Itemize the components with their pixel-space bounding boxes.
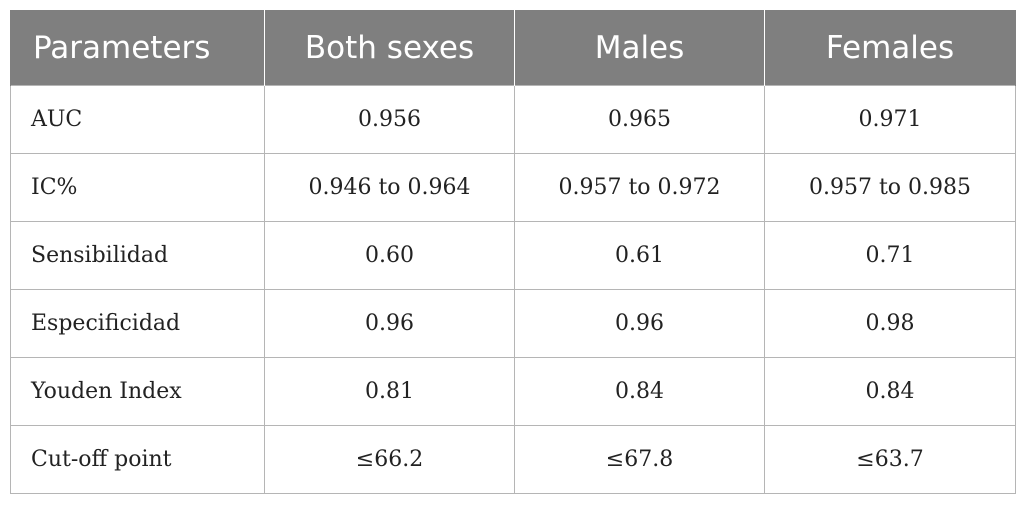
results-table-container: Parameters Both sexes Males Females AUC … — [10, 10, 1016, 500]
cell-both-sexes: 0.96 — [264, 289, 515, 358]
cell-females: ≤63.7 — [764, 425, 1016, 494]
results-table: Parameters Both sexes Males Females AUC … — [10, 10, 1016, 494]
cell-females: 0.71 — [764, 221, 1016, 290]
cell-males: 0.957 to 0.972 — [514, 153, 765, 222]
header-males: Males — [514, 10, 765, 86]
row-label: Sensibilidad — [10, 221, 265, 290]
row-label: Youden Index — [10, 357, 265, 426]
cell-males: 0.84 — [514, 357, 765, 426]
cell-both-sexes: 0.60 — [264, 221, 515, 290]
table-row: Cut-off point ≤66.2 ≤67.8 ≤63.7 — [10, 425, 1016, 494]
cell-males: ≤67.8 — [514, 425, 765, 494]
header-females: Females — [764, 10, 1016, 86]
table-row: Especificidad 0.96 0.96 0.98 — [10, 289, 1016, 358]
table-row: Youden Index 0.81 0.84 0.84 — [10, 357, 1016, 426]
header-row: Parameters Both sexes Males Females — [10, 10, 1016, 86]
header-both-sexes: Both sexes — [264, 10, 515, 86]
table-row: IC% 0.946 to 0.964 0.957 to 0.972 0.957 … — [10, 153, 1016, 222]
table-row: Sensibilidad 0.60 0.61 0.71 — [10, 221, 1016, 290]
cell-both-sexes: ≤66.2 — [264, 425, 515, 494]
row-label: Especificidad — [10, 289, 265, 358]
row-label: Cut-off point — [10, 425, 265, 494]
cell-males: 0.96 — [514, 289, 765, 358]
cell-females: 0.98 — [764, 289, 1016, 358]
cell-males: 0.61 — [514, 221, 765, 290]
row-label: AUC — [10, 85, 265, 154]
cell-males: 0.965 — [514, 85, 765, 154]
cell-females: 0.957 to 0.985 — [764, 153, 1016, 222]
header-parameters: Parameters — [10, 10, 265, 86]
cell-both-sexes: 0.956 — [264, 85, 515, 154]
cell-both-sexes: 0.946 to 0.964 — [264, 153, 515, 222]
table-body: AUC 0.956 0.965 0.971 IC% 0.946 to 0.964… — [10, 85, 1016, 494]
row-label: IC% — [10, 153, 265, 222]
table-row: AUC 0.956 0.965 0.971 — [10, 85, 1016, 154]
cell-females: 0.971 — [764, 85, 1016, 154]
cell-both-sexes: 0.81 — [264, 357, 515, 426]
table-header: Parameters Both sexes Males Females — [10, 10, 1016, 86]
cell-females: 0.84 — [764, 357, 1016, 426]
